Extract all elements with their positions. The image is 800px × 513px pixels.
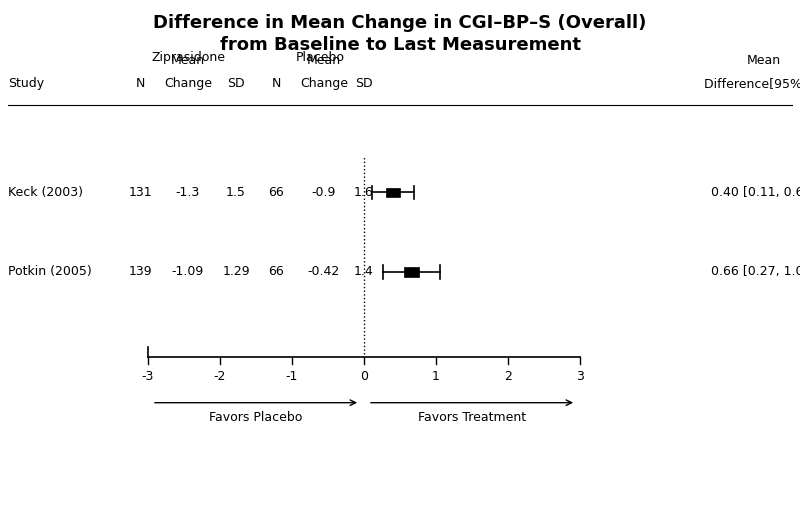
Text: -2: -2	[214, 370, 226, 383]
Text: 2: 2	[504, 370, 512, 383]
Text: N: N	[135, 77, 145, 90]
Text: -1.3: -1.3	[176, 186, 200, 199]
Text: -0.9: -0.9	[312, 186, 336, 199]
Text: 1.6: 1.6	[354, 186, 374, 199]
Text: from Baseline to Last Measurement: from Baseline to Last Measurement	[219, 36, 581, 54]
Text: 139: 139	[128, 265, 152, 279]
Text: -1: -1	[286, 370, 298, 383]
Text: 3: 3	[576, 370, 584, 383]
FancyBboxPatch shape	[404, 267, 418, 277]
Text: 0.66 [0.27, 1.05]: 0.66 [0.27, 1.05]	[711, 265, 800, 279]
Text: Potkin (2005): Potkin (2005)	[8, 265, 92, 279]
Text: 1: 1	[432, 370, 440, 383]
Text: Mean: Mean	[171, 54, 205, 67]
Text: Change: Change	[164, 77, 212, 90]
Text: Favors Placebo: Favors Placebo	[210, 410, 302, 424]
FancyBboxPatch shape	[386, 188, 400, 197]
Text: Keck (2003): Keck (2003)	[8, 186, 83, 199]
Text: 0: 0	[360, 370, 368, 383]
Text: Change: Change	[300, 77, 348, 90]
Text: -3: -3	[142, 370, 154, 383]
Text: 131: 131	[128, 186, 152, 199]
Text: Difference[95% CI]: Difference[95% CI]	[704, 77, 800, 90]
Text: SD: SD	[227, 77, 245, 90]
Text: SD: SD	[355, 77, 373, 90]
Text: 1.5: 1.5	[226, 186, 246, 199]
Text: Mean: Mean	[307, 54, 341, 67]
Text: 1.29: 1.29	[222, 265, 250, 279]
Text: Favors Treatment: Favors Treatment	[418, 410, 526, 424]
Text: Ziprasidone: Ziprasidone	[151, 51, 225, 64]
Text: 66: 66	[268, 186, 284, 199]
Text: 1.4: 1.4	[354, 265, 374, 279]
Text: 0.40 [0.11, 0.69]: 0.40 [0.11, 0.69]	[711, 186, 800, 199]
Text: Placebo: Placebo	[295, 51, 345, 64]
Text: N: N	[271, 77, 281, 90]
Text: -1.09: -1.09	[172, 265, 204, 279]
Text: Difference in Mean Change in CGI–BP–S (Overall): Difference in Mean Change in CGI–BP–S (O…	[154, 14, 646, 32]
Text: Mean: Mean	[747, 54, 781, 67]
Text: Study: Study	[8, 77, 44, 90]
Text: -0.42: -0.42	[308, 265, 340, 279]
Text: 66: 66	[268, 265, 284, 279]
